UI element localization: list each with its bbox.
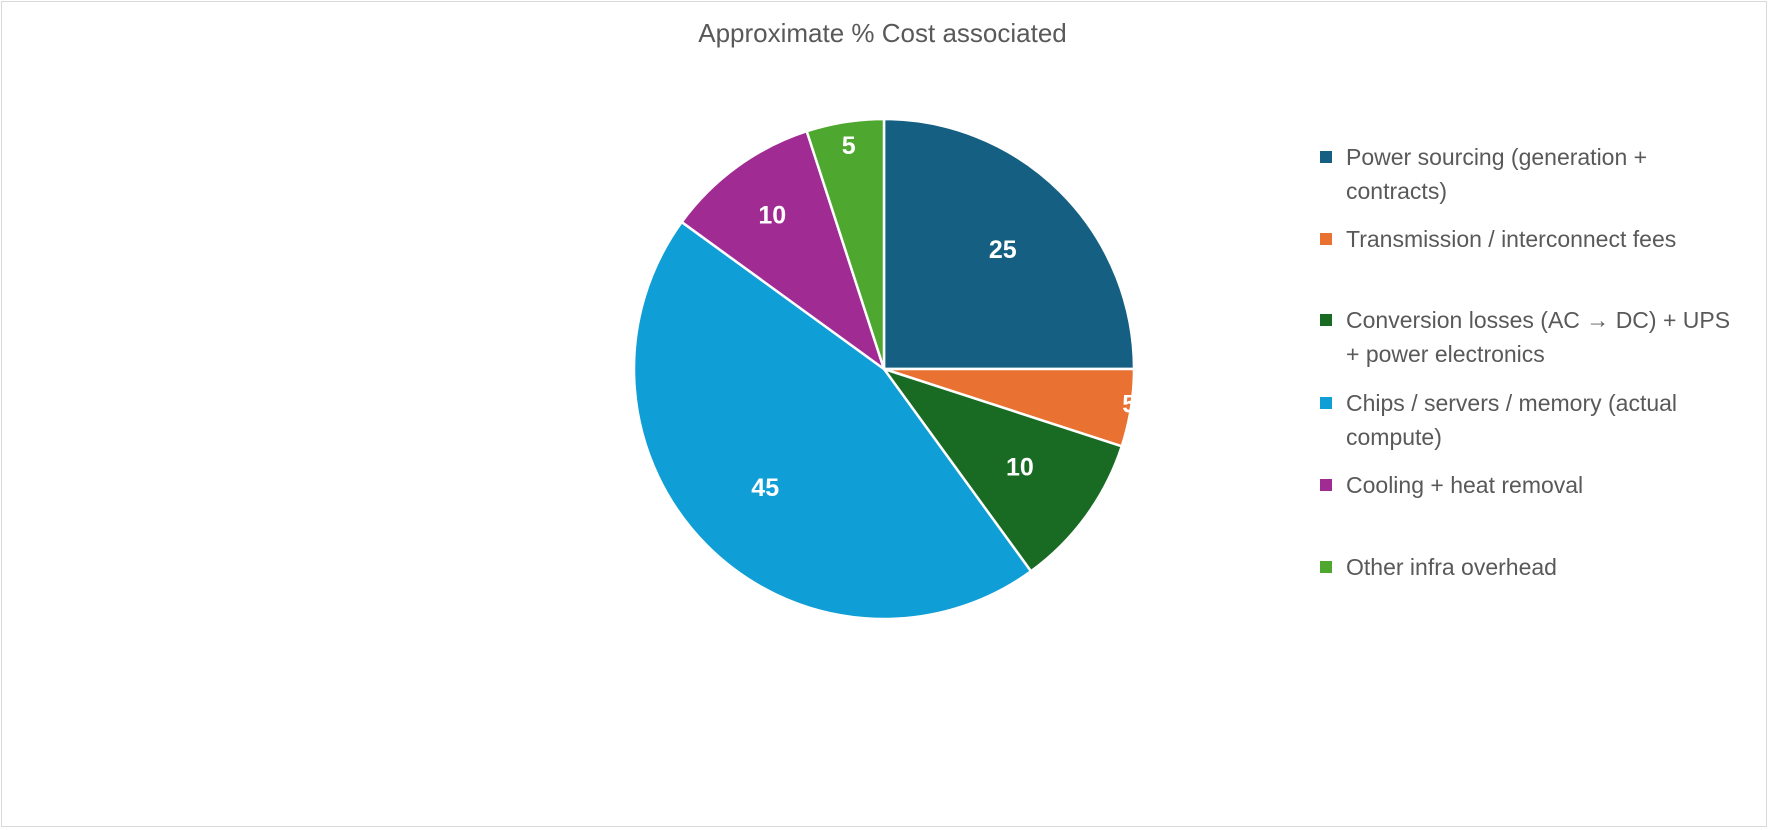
data-label-conversion-losses: 10 bbox=[1006, 454, 1034, 482]
data-label-transmission: 5 bbox=[1122, 390, 1136, 418]
data-label-cooling: 10 bbox=[758, 201, 786, 229]
data-label-chips-servers: 45 bbox=[751, 474, 779, 502]
pie-slice-power-sourcing bbox=[882, 117, 1136, 371]
legend-label: Power sourcing (generation + contracts) bbox=[1346, 144, 1648, 204]
legend-label: Other infra overhead bbox=[1346, 554, 1557, 580]
pie-slice-cooling bbox=[679, 129, 887, 373]
chart-title: Approximate % Cost associated bbox=[698, 18, 1067, 48]
legend-swatch bbox=[1320, 479, 1332, 491]
data-label-other-infra: 5 bbox=[842, 132, 856, 160]
data-label-power-sourcing: 25 bbox=[989, 236, 1017, 264]
legend-swatch bbox=[1320, 561, 1332, 573]
pie-slice-chips-servers bbox=[632, 220, 1033, 621]
legend-swatch bbox=[1320, 397, 1332, 409]
legend-label: Cooling + heat removal bbox=[1346, 472, 1584, 498]
legend-swatch bbox=[1320, 314, 1332, 326]
legend-swatch bbox=[1320, 151, 1332, 163]
legend-swatch bbox=[1320, 233, 1332, 245]
legend-label: Conversion losses (AC → DC) + UPS + powe… bbox=[1346, 307, 1731, 367]
pie-slice-other-infra bbox=[805, 117, 886, 370]
pie-slice-conversion-losses bbox=[880, 366, 1124, 574]
legend-label: Chips / servers / memory (actual compute… bbox=[1346, 390, 1678, 450]
legend-label: Transmission / interconnect fees bbox=[1346, 226, 1677, 252]
